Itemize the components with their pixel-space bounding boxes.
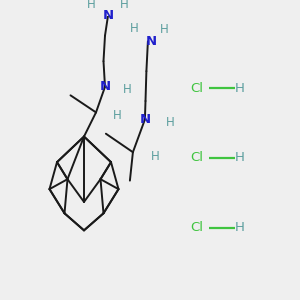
Text: H: H: [120, 0, 129, 11]
Text: Cl: Cl: [190, 152, 203, 164]
Text: H: H: [235, 221, 245, 234]
Text: N: N: [139, 113, 151, 126]
Text: H: H: [235, 152, 245, 164]
Text: H: H: [235, 82, 245, 95]
Text: N: N: [102, 9, 114, 22]
Text: H: H: [87, 0, 96, 11]
Text: H: H: [166, 116, 175, 129]
Text: Cl: Cl: [190, 221, 203, 234]
Text: H: H: [130, 22, 139, 35]
Text: H: H: [123, 83, 132, 96]
Text: N: N: [145, 35, 157, 48]
Text: H: H: [112, 109, 122, 122]
Text: H: H: [160, 23, 169, 37]
Text: N: N: [99, 80, 111, 93]
Text: Cl: Cl: [190, 82, 203, 95]
Text: H: H: [151, 150, 160, 163]
